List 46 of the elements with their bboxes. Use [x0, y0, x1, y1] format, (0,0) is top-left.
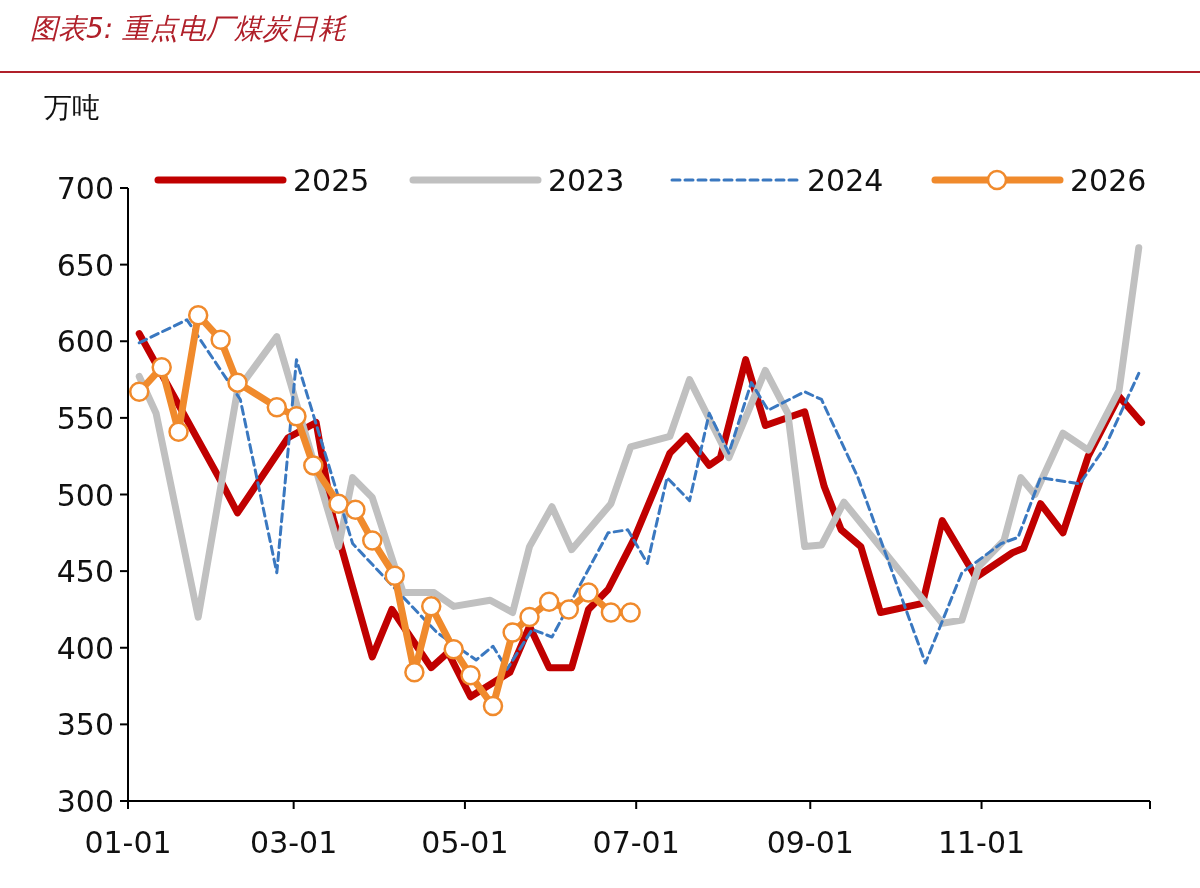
point [538, 591, 560, 613]
legend-label: 2026 [1070, 163, 1147, 198]
point [210, 329, 231, 350]
point [151, 357, 172, 378]
point [519, 606, 540, 628]
chart-title: 图表5: 重点电厂煤炭日耗 [30, 12, 348, 45]
y-axis-title: 万吨 [44, 91, 100, 124]
x-tick-label: 09-01 [766, 825, 854, 860]
point [128, 381, 150, 403]
point [187, 304, 209, 326]
point [482, 695, 504, 717]
legend-label: 2024 [807, 163, 884, 198]
point [600, 602, 622, 623]
x-tick-label: 07-01 [592, 825, 680, 860]
point [168, 421, 189, 442]
point [227, 372, 248, 393]
point [328, 493, 349, 514]
point [362, 530, 383, 551]
point [502, 622, 523, 643]
point [578, 582, 599, 603]
point [620, 602, 641, 623]
y-tick-label: 400 [56, 630, 114, 666]
y-tick-label: 650 [56, 247, 114, 283]
point [303, 455, 324, 476]
x-tick-label: 11-01 [937, 825, 1026, 860]
point [345, 499, 366, 521]
x-tick-label: 05-01 [421, 825, 509, 860]
x-tick-label: 01-01 [84, 825, 172, 860]
point [266, 396, 288, 418]
point [558, 599, 580, 620]
legend-label: 2023 [548, 163, 625, 198]
y-tick-label: 450 [56, 554, 114, 590]
point [404, 662, 425, 683]
y-tick-label: 550 [56, 400, 114, 436]
y-tick-label: 300 [56, 784, 114, 819]
point [460, 665, 481, 686]
y-tick-label: 500 [56, 477, 114, 513]
legend-label: 2025 [293, 163, 370, 198]
y-tick-label: 700 [56, 171, 114, 206]
point [384, 565, 405, 586]
point [286, 406, 307, 427]
y-tick-label: 600 [56, 324, 114, 360]
point [420, 596, 442, 617]
x-tick-label: 03-01 [250, 825, 338, 860]
y-tick-label: 350 [56, 707, 114, 743]
point [443, 639, 464, 660]
